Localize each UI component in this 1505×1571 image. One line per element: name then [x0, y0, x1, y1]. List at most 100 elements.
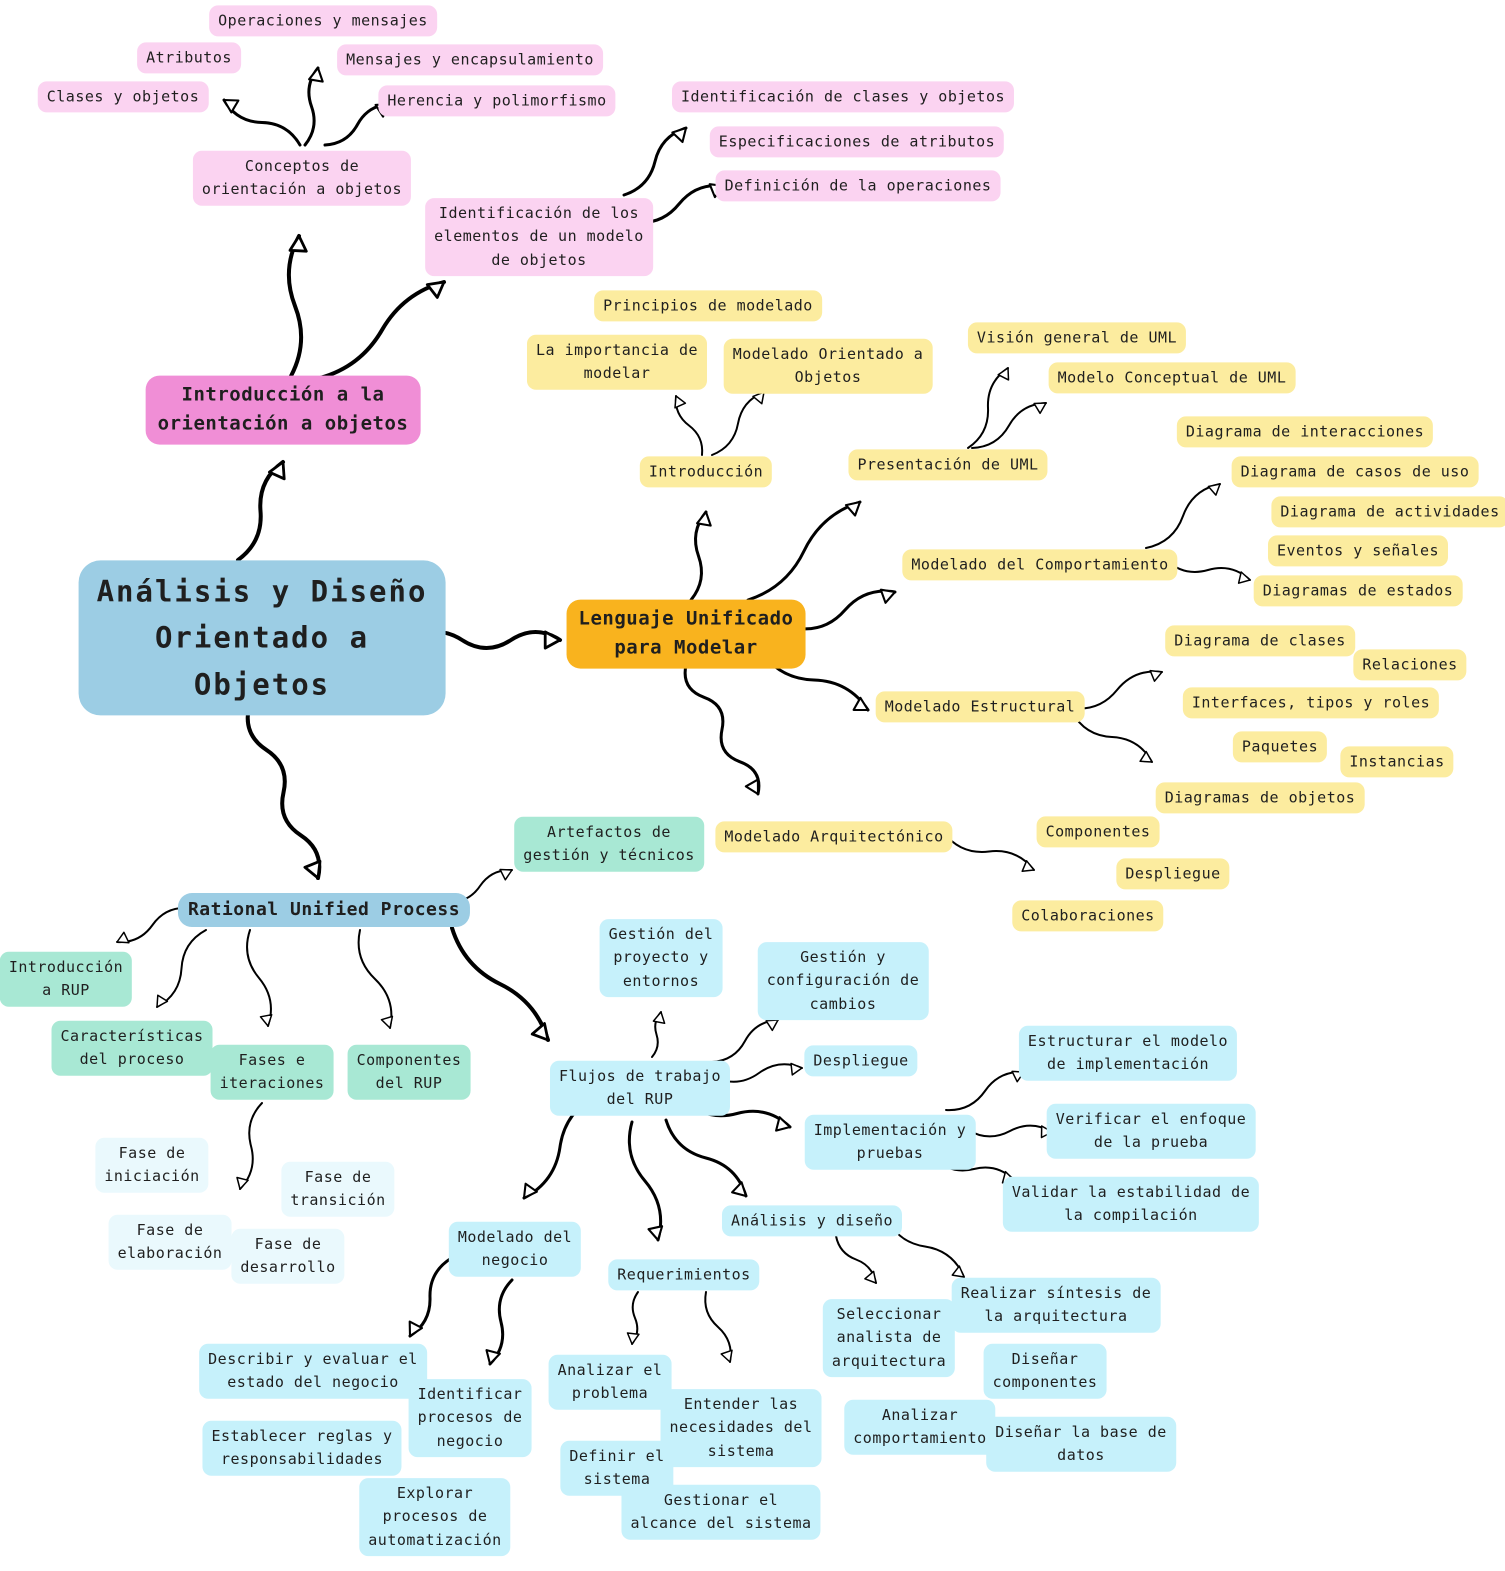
verify-test-approach[interactable]: Verificar el enfoque de la prueba: [1046, 1103, 1256, 1159]
identify-classes-objects[interactable]: Identificación de clases y objetos: [671, 81, 1015, 113]
arrowhead-4: [308, 66, 324, 83]
use-case-diagram[interactable]: Diagrama de casos de uso: [1231, 456, 1479, 488]
concept-attributes[interactable]: Atributos: [137, 42, 241, 74]
arrowhead-37: [522, 1182, 538, 1200]
connector-arrow-18: [971, 402, 1047, 449]
components-arch[interactable]: Componentes: [1036, 816, 1160, 848]
oop-concepts-node[interactable]: Conceptos de orientación a objetos: [192, 150, 412, 206]
structure-implementation-model[interactable]: Estructurar el modelo de implementación: [1018, 1025, 1238, 1081]
business-modeling-node[interactable]: Modelado del negocio: [448, 1221, 582, 1277]
modeling-importance[interactable]: La importancia de modelar: [526, 334, 708, 390]
oop-identification-node[interactable]: Identificación de los elementos de un mod…: [425, 198, 653, 276]
attribute-specifications[interactable]: Especificaciones de atributos: [709, 126, 1005, 158]
artifacts-node[interactable]: Artefactos de gestión y técnicos: [514, 816, 704, 872]
validate-build-stability[interactable]: Validar la estabilidad de la compilación: [1002, 1176, 1260, 1232]
uml-conceptual-model[interactable]: Modelo Conceptual de UML: [1048, 362, 1296, 394]
establish-rules[interactable]: Establecer reglas y responsabilidades: [202, 1420, 402, 1476]
phases-iterations-node[interactable]: Fases e iteraciones: [210, 1044, 334, 1100]
deployment-workflow[interactable]: Despliegue: [804, 1045, 918, 1077]
interaction-diagram[interactable]: Diagrama de interacciones: [1176, 416, 1434, 448]
deployment-arch[interactable]: Despliegue: [1116, 858, 1230, 890]
activity-diagram[interactable]: Diagrama de actividades: [1271, 496, 1505, 528]
arrowhead-9: [303, 859, 322, 880]
define-system[interactable]: Definir el sistema: [560, 1440, 674, 1496]
arrowhead-11: [844, 500, 862, 517]
process-characteristics[interactable]: Características del proceso: [51, 1020, 213, 1076]
rup-node[interactable]: Rational Unified Process: [177, 893, 471, 927]
object-oriented-modeling[interactable]: Modelado Orientado a Objetos: [723, 338, 933, 394]
design-database[interactable]: Diseñar la base de datos: [986, 1416, 1176, 1472]
arrowhead-32: [765, 1019, 779, 1032]
phase-inception[interactable]: Fase de iniciación: [95, 1137, 209, 1193]
instances[interactable]: Instancias: [1340, 746, 1454, 778]
explore-automation[interactable]: Explorar procesos de automatización: [359, 1478, 511, 1556]
concept-inheritance-polymorphism[interactable]: Herencia y polimorfismo: [378, 85, 616, 117]
config-change-management[interactable]: Gestión y configuración de cambios: [757, 942, 929, 1020]
structural-modeling-node[interactable]: Modelado Estructural: [875, 691, 1085, 723]
events-signals[interactable]: Eventos y señales: [1267, 535, 1449, 567]
arrowhead-43: [408, 1320, 424, 1338]
behavior-modeling-node[interactable]: Modelado del Comportamiento: [902, 549, 1178, 581]
architectural-modeling-node[interactable]: Modelado Arquitectónico: [715, 821, 953, 853]
connector-arrow-12: [793, 589, 897, 631]
connector-arrow-16: [711, 391, 765, 456]
relationships[interactable]: Relaciones: [1353, 649, 1467, 681]
root-topic[interactable]: Análisis y Diseño Orientado a Objetos: [78, 560, 446, 716]
architecture-synthesis[interactable]: Realizar síntesis de la arquitectura: [951, 1277, 1161, 1333]
rup-components[interactable]: Componentes del RUP: [347, 1044, 471, 1100]
phase-elaboration[interactable]: Fase de elaboración: [108, 1214, 232, 1270]
arrowhead-16: [752, 391, 765, 405]
collaborations[interactable]: Colaboraciones: [1012, 900, 1164, 932]
interfaces-types-roles[interactable]: Interfaces, tipos y roles: [1182, 687, 1440, 719]
project-management[interactable]: Gestión del proyecto y entornos: [599, 919, 723, 997]
workflows-node[interactable]: Flujos de trabajo del RUP: [549, 1060, 731, 1116]
arrowhead-12: [879, 588, 897, 604]
class-diagram[interactable]: Diagrama de clases: [1165, 625, 1355, 657]
design-components[interactable]: Diseñar componentes: [983, 1343, 1107, 1399]
operations-definition[interactable]: Definición de la operaciones: [715, 170, 1001, 202]
connector-arrow-25: [156, 929, 207, 1008]
connector-arrow-6: [622, 126, 688, 197]
arrowhead-2: [425, 280, 446, 299]
connector-arrow-24: [116, 906, 189, 944]
analyze-behavior[interactable]: Analizar comportamiento: [844, 1399, 996, 1455]
arrowhead-21: [1149, 669, 1163, 682]
phase-construction[interactable]: Fase de desarrollo: [231, 1228, 345, 1284]
connector-arrow-36: [627, 1120, 663, 1242]
analyze-problem[interactable]: Analizar el problema: [548, 1354, 672, 1410]
oop-intro-node[interactable]: Introducción a la orientación a objetos: [145, 375, 421, 445]
arrowhead-42: [951, 1265, 965, 1278]
connector-arrow-20: [1165, 559, 1251, 581]
arrowhead-46: [720, 1349, 733, 1363]
arrowhead-25: [156, 994, 169, 1008]
arrowhead-30: [236, 1176, 249, 1190]
uml-intro-node[interactable]: Introducción: [639, 456, 773, 488]
object-diagrams[interactable]: Diagramas de objetos: [1155, 782, 1365, 814]
concept-classes-objects[interactable]: Clases y objetos: [37, 81, 209, 113]
analysis-design-node[interactable]: Análisis y diseño: [721, 1205, 903, 1237]
select-architecture-analyst[interactable]: Seleccionar analista de arquitectura: [822, 1299, 956, 1377]
implementation-testing-node[interactable]: Implementación y pruebas: [804, 1114, 976, 1170]
uml-overview[interactable]: Visión general de UML: [967, 322, 1187, 354]
identify-business-processes[interactable]: Identificar procesos de negocio: [408, 1379, 532, 1457]
connector-arrow-14: [683, 663, 761, 796]
rup-intro[interactable]: Introducción a RUP: [0, 951, 133, 1007]
arrowhead-29: [530, 1022, 550, 1042]
manage-scope[interactable]: Gestionar el alcance del sistema: [621, 1484, 821, 1540]
understand-needs[interactable]: Entender las necesidades del sistema: [660, 1389, 822, 1467]
concept-messages-encapsulation[interactable]: Mensajes y encapsulamiento: [337, 44, 603, 76]
phase-transition[interactable]: Fase de transición: [281, 1161, 395, 1217]
uml-node[interactable]: Lenguaje Unificado para Modelar: [566, 599, 806, 669]
packages[interactable]: Paquetes: [1232, 731, 1328, 763]
describe-business-state[interactable]: Describir y evaluar el estado del negocio: [199, 1343, 427, 1399]
requirements-node[interactable]: Requerimientos: [608, 1259, 760, 1291]
arrowhead-8: [543, 630, 562, 650]
connector-arrow-19: [1145, 483, 1221, 549]
uml-presentation-node[interactable]: Presentación de UML: [848, 449, 1048, 481]
arrowhead-18: [1033, 402, 1047, 415]
modeling-principles[interactable]: Principios de modelado: [594, 290, 822, 322]
concept-operations-messages[interactable]: Operaciones y mensajes: [209, 5, 437, 37]
state-diagrams[interactable]: Diagramas de estados: [1253, 575, 1463, 607]
arrowhead-28: [499, 868, 513, 881]
arrowhead-34: [775, 1116, 792, 1132]
